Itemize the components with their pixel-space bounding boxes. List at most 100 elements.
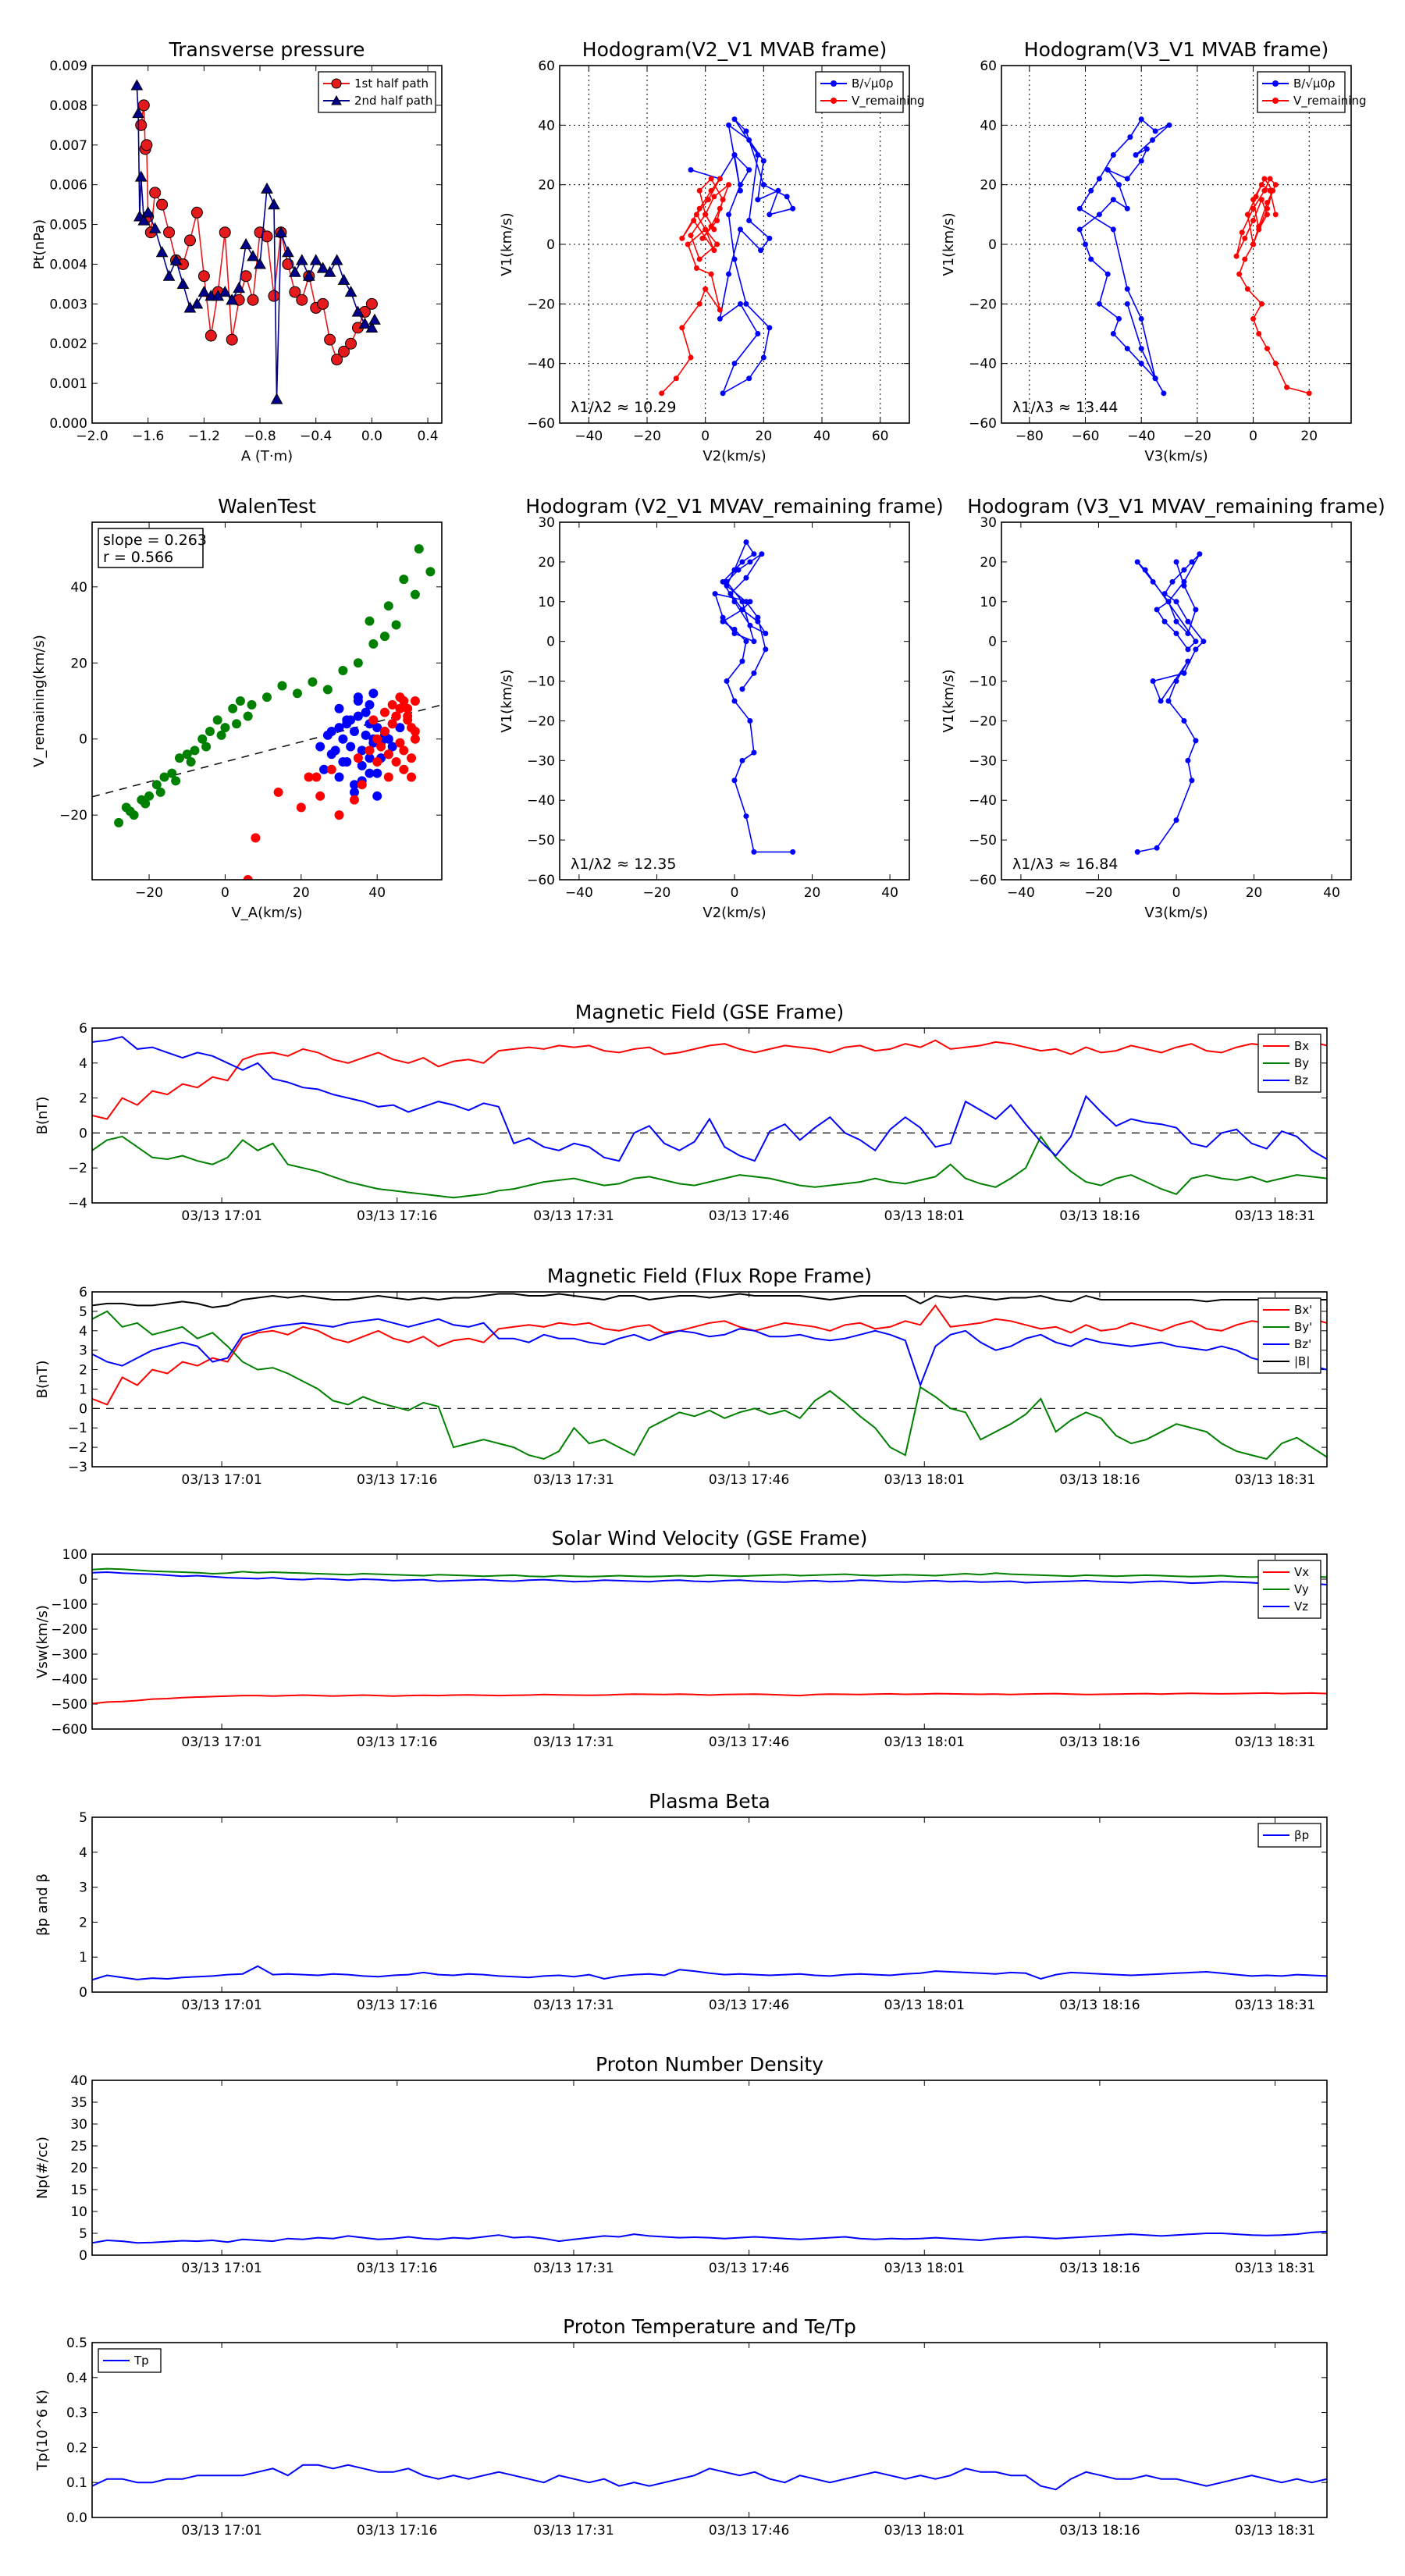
y-tick-label: −200 [51,1622,87,1638]
data-point [1083,241,1089,247]
data-point [1181,670,1187,676]
chart-ts3: Solar Wind Velocity (GSE Frame) 03/13 17:… [34,1527,1328,1750]
data-point [1233,253,1240,259]
x-tick-label: 03/13 18:31 [1235,1208,1315,1224]
series-line-B/√μ0ρ [690,119,794,395]
data-point [190,206,203,219]
data-point [746,217,752,223]
y-tick-label: −30 [527,753,555,769]
data-point [315,791,325,801]
data-point [1110,226,1116,233]
data-point [1152,128,1158,134]
y-tick-label: −60 [527,873,555,888]
plot-area [92,1036,1327,1199]
y-tick-label: 40 [538,118,555,133]
chart-title: Hodogram(V2_V1 MVAB frame) [582,38,887,61]
data-point [1133,152,1139,158]
data-point [743,301,749,307]
data-point [1076,205,1083,212]
annotation-text: λ1/λ3 ≈ 13.44 [1012,399,1118,416]
data-point [338,756,348,767]
x-tick-label: 03/13 17:31 [533,1208,614,1224]
data-point [696,256,702,262]
data-point [1250,217,1257,223]
data-point [1134,849,1140,855]
data-point [1306,390,1312,397]
y-tick-label: 2 [79,1091,87,1107]
x-axis-label: V2(km/s) [702,448,766,464]
data-point [220,723,230,733]
data-point [353,692,363,703]
data-point [148,222,162,233]
data-point [334,810,344,820]
data-point [1242,235,1248,241]
data-point [407,772,417,782]
plot-frame [1001,521,1352,881]
x-tick-label: 03/13 18:16 [1059,1472,1140,1488]
data-point [410,726,420,736]
data-point [712,591,718,597]
data-point [134,170,148,182]
data-point [1267,187,1273,194]
data-point [1124,205,1130,212]
data-point [720,578,726,585]
data-point [395,738,405,748]
data-point [743,639,749,645]
data-point [240,237,252,250]
data-point [144,791,155,801]
x-tick-label: −60 [1072,429,1100,444]
data-point [739,607,745,613]
chart-h2: Hodogram(V3_V1 MVAB frame) −80 −60 −40 −20 0 2… [941,38,1367,464]
y-tick-label: 0.0 [66,2510,87,2526]
data-point [344,286,357,297]
x-axis-label: V_A(km/s) [231,905,302,921]
data-point [1104,167,1111,173]
legend-marker [1272,98,1279,104]
data-point [167,768,177,778]
chart-title: Proton Temperature and Te/Tp [563,2315,856,2338]
data-point [212,715,222,725]
x-tick-label: 20 [1300,429,1318,444]
data-point [176,277,190,289]
y-tick-label: 0 [79,1401,87,1417]
x-tick-label: −20 [1183,429,1211,444]
data-point [717,307,723,313]
data-point [1096,212,1102,218]
y-axis-label: V_remaining(km/s) [31,635,48,767]
x-tick-label: 03/13 18:01 [884,2261,965,2276]
data-point [387,699,397,710]
plot-frame [91,1027,1328,1204]
data-point [739,559,745,565]
chart-title: Transverse pressure [169,38,365,61]
y-tick-label: 40 [70,2073,87,2089]
data-point [216,730,226,740]
data-point [326,726,336,736]
data-point [292,688,302,699]
x-tick-label: −40 [1007,885,1035,901]
chart-ts2: Magnetic Field (Flux Rope Frame) 03/13 17… [34,1265,1328,1488]
y-tick-label: −30 [969,753,997,769]
data-point [345,337,357,350]
data-point [379,726,389,736]
data-point [1150,678,1156,685]
x-tick-label: −1.6 [132,429,164,444]
data-point [737,182,743,188]
y-tick-label: 0.2 [66,2440,87,2456]
x-tick-label: 03/13 18:31 [1235,1998,1315,2013]
data-point [1173,817,1179,824]
data-point [387,742,397,752]
data-point [1185,646,1191,653]
data-point [197,270,210,283]
data-point [1185,618,1191,624]
legend-label: 1st half path [354,76,429,91]
legend-label: By [1294,1056,1309,1070]
data-point [135,119,148,131]
x-tick-label: −40 [1127,429,1155,444]
data-point [731,567,738,573]
plot-area [92,1965,1327,1981]
data-point [186,756,196,767]
data-point [1154,607,1160,613]
x-tick-label: 0.0 [361,429,382,444]
x-tick-label: 03/13 18:31 [1235,2523,1315,2539]
